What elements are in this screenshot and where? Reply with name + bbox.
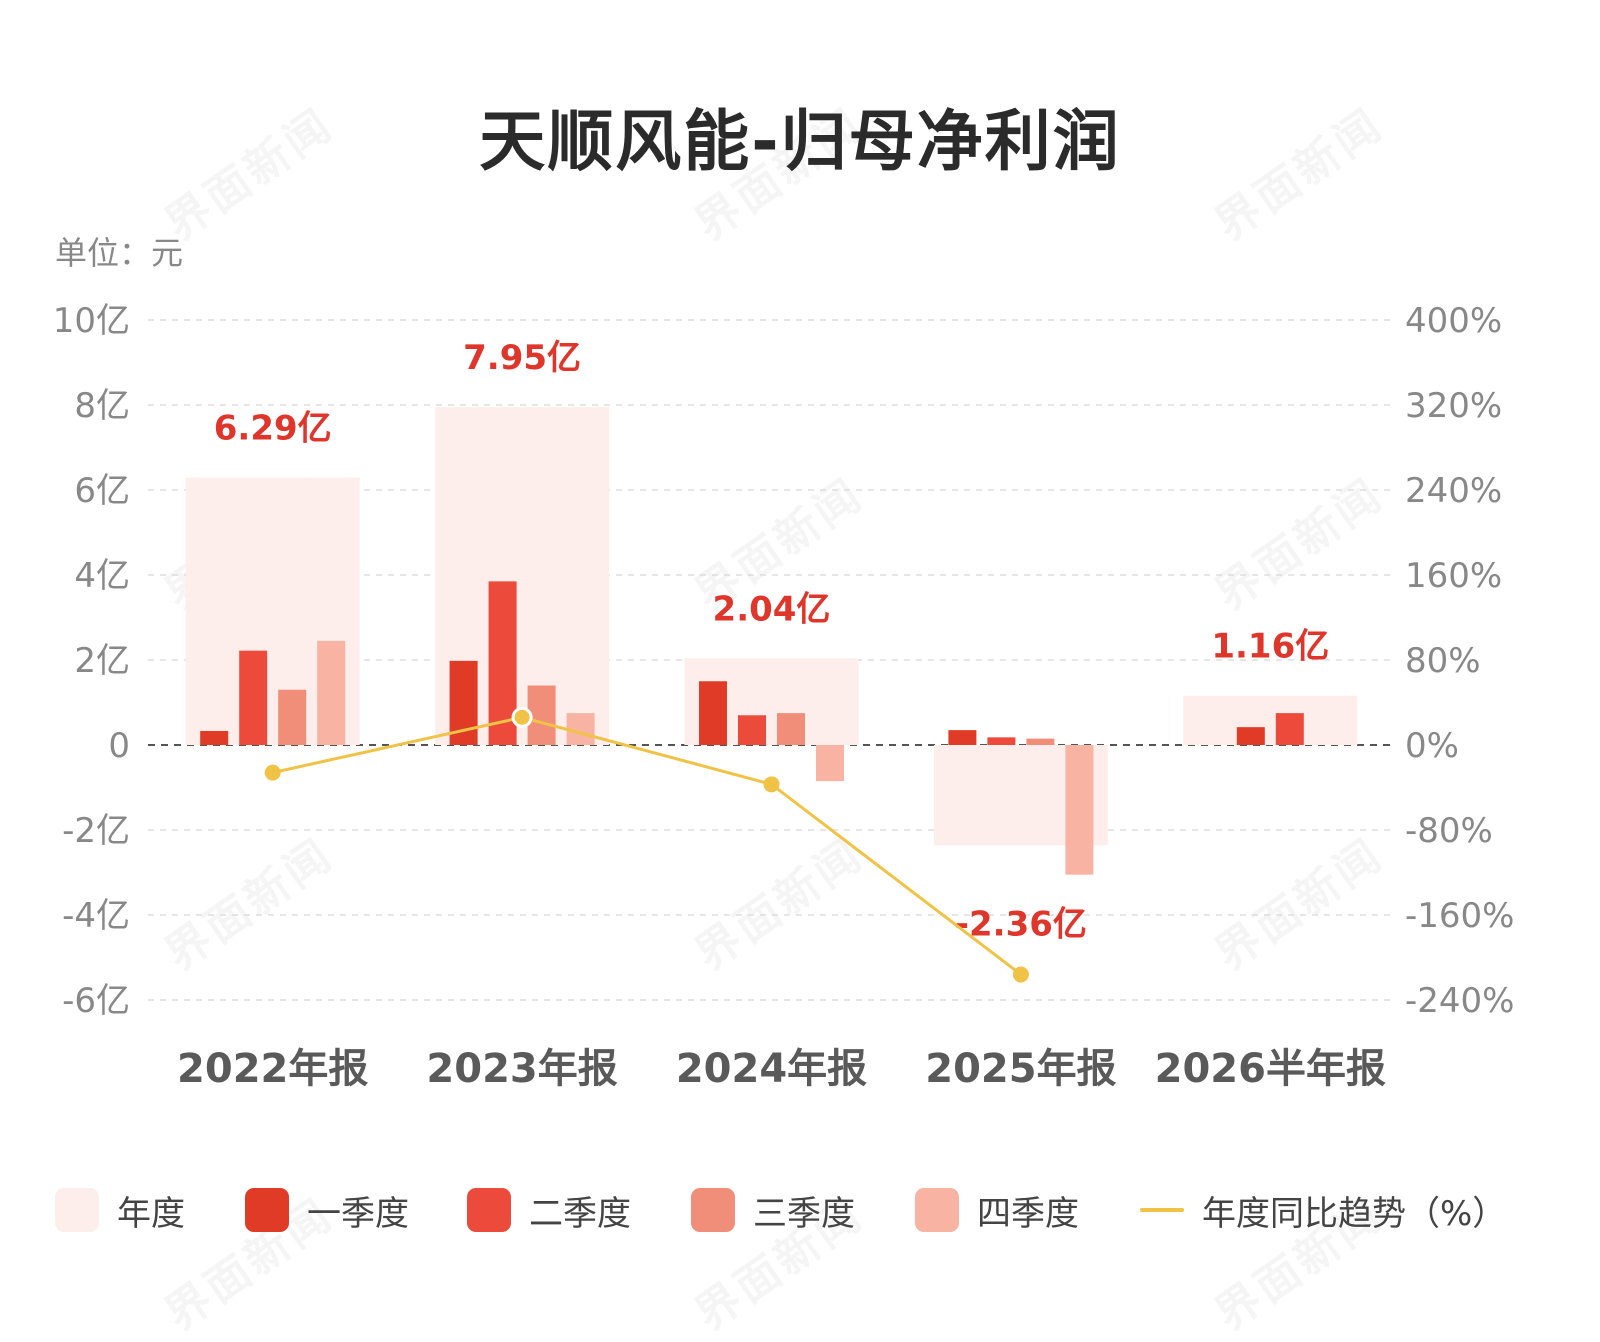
quarter-bar-q1 xyxy=(948,730,977,745)
x-category-label: 2026半年报 xyxy=(1155,1046,1386,1092)
y-left-tick-label: 6亿 xyxy=(74,471,130,511)
chart-svg: 10亿 8亿 6亿 4亿 2亿 0 -2亿 -4亿 -6亿 400% 320% 240% 160% 80%… xyxy=(53,301,1515,1092)
quarter-bar-q1 xyxy=(699,681,727,745)
y-left-tick-label: 10亿 xyxy=(53,301,130,341)
quarter-bar-q2 xyxy=(987,737,1016,745)
y-right-tick-label: 160% xyxy=(1405,556,1502,596)
yoy-trend-line xyxy=(272,715,1022,976)
x-category-label: 2023年报 xyxy=(426,1046,617,1092)
annual-value-label: 2.04亿 xyxy=(713,589,831,629)
y-left-tick-label: 0 xyxy=(108,726,130,766)
yoy-point xyxy=(511,706,533,728)
quarter-bar-q1 xyxy=(1236,727,1265,745)
unit-label: 单位：元 xyxy=(55,234,184,272)
quarter-bar-q4 xyxy=(816,745,844,782)
quarter-bar-q4 xyxy=(1065,745,1094,875)
y-right-tick-label: 0% xyxy=(1405,726,1459,766)
y-right-tick-label: 80% xyxy=(1405,641,1481,681)
y-left-tick-label: -2亿 xyxy=(62,811,130,851)
legend: 年度 一季度 二季度 三季度 四季度 年度同比趋势（%） xyxy=(55,1180,1555,1240)
y-right-tick-label: 320% xyxy=(1405,386,1502,426)
legend-item-yoy: 年度同比趋势（%） xyxy=(1140,1180,1506,1240)
y-right-tick-label: -160% xyxy=(1405,896,1514,936)
quarter-bar-q3 xyxy=(1026,738,1055,745)
y-left-tick-label: 4亿 xyxy=(74,556,130,596)
legend-item-q1: 一季度 xyxy=(245,1180,409,1240)
chart-title: 天顺风能-归母净利润 xyxy=(479,103,1121,180)
legend-label: 年度同比趋势（%） xyxy=(1202,1193,1507,1234)
annual-value-label: -2.36亿 xyxy=(955,904,1087,944)
legend-item-q3: 三季度 xyxy=(691,1180,855,1240)
legend-swatch xyxy=(467,1188,511,1232)
y-right-tick-label: -80% xyxy=(1405,811,1493,851)
y-left-tick-label: 8亿 xyxy=(74,386,130,426)
legend-swatch xyxy=(1140,1208,1184,1212)
legend-item-annual: 年度 xyxy=(55,1180,185,1240)
legend-item-q2: 二季度 xyxy=(467,1180,631,1240)
legend-swatch xyxy=(915,1188,959,1232)
quarter-bar-q4 xyxy=(317,640,346,745)
legend-label: 二季度 xyxy=(529,1193,631,1234)
quarter-bar-q2 xyxy=(738,715,766,745)
x-category-label: 2024年报 xyxy=(676,1046,867,1092)
quarter-bar-q3 xyxy=(278,689,307,745)
y-right-tick-label: 240% xyxy=(1405,471,1502,511)
quarter-bar-q3 xyxy=(777,713,805,745)
yoy-point xyxy=(1012,966,1029,983)
yoy-point xyxy=(264,764,281,781)
quarter-bar-q1 xyxy=(200,730,229,745)
annual-value-label: 7.95亿 xyxy=(463,338,581,378)
legend-swatch xyxy=(245,1188,289,1232)
legend-label: 三季度 xyxy=(753,1193,855,1234)
annual-value-label: 6.29亿 xyxy=(214,409,332,449)
y-right-tick-label: 400% xyxy=(1405,301,1502,341)
legend-label: 年度 xyxy=(117,1193,185,1234)
legend-item-q4: 四季度 xyxy=(915,1180,1079,1240)
annual-value-label: 1.16亿 xyxy=(1211,627,1329,667)
quarter-bar-q2 xyxy=(239,650,268,745)
y-left-tick-label: -6亿 xyxy=(62,981,130,1021)
yoy-point xyxy=(763,776,780,793)
legend-label: 一季度 xyxy=(307,1193,409,1234)
y-right-tick-label: -240% xyxy=(1405,981,1514,1021)
y-left-tick-label: -4亿 xyxy=(62,896,130,936)
quarter-bar-q2 xyxy=(1275,713,1304,745)
x-category-label: 2025年报 xyxy=(925,1046,1116,1092)
legend-label: 四季度 xyxy=(977,1193,1079,1234)
y-left-tick-label: 2亿 xyxy=(74,641,130,681)
x-category-label: 2022年报 xyxy=(177,1046,368,1092)
annual-bar xyxy=(1183,695,1358,745)
legend-swatch xyxy=(691,1188,735,1232)
legend-swatch xyxy=(55,1188,99,1232)
